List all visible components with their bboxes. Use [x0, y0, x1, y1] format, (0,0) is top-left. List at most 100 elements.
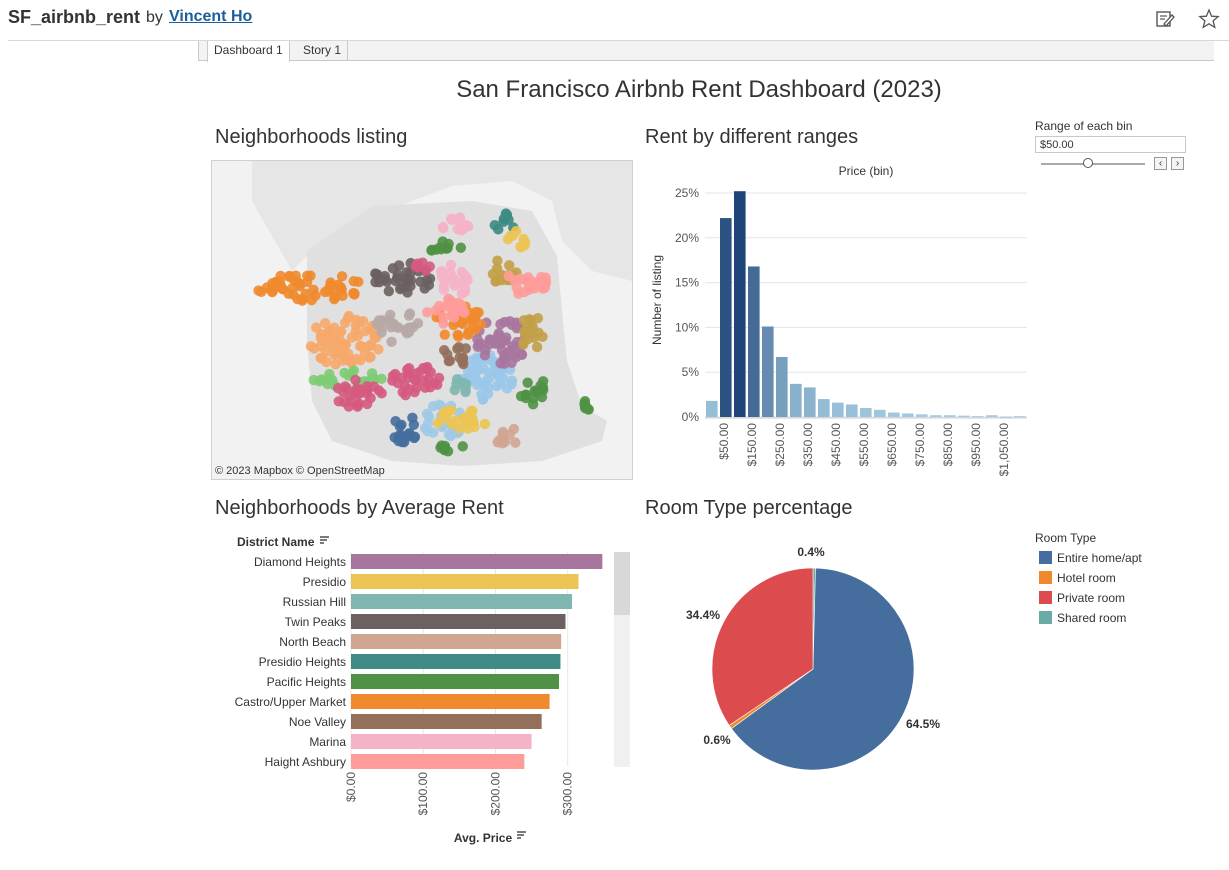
- histogram-bar[interactable]: [846, 404, 858, 417]
- listing-point: [346, 332, 358, 343]
- bin-range-slider-handle[interactable]: [1083, 158, 1093, 168]
- listing-point: [402, 364, 413, 375]
- sort-icon-avg-price[interactable]: [517, 831, 526, 839]
- listing-point: [479, 418, 491, 430]
- histogram-bar[interactable]: [790, 383, 802, 417]
- listing-point: [445, 405, 457, 416]
- listing-point: [350, 374, 361, 386]
- histogram-bar[interactable]: [748, 266, 760, 417]
- district-bar[interactable]: [351, 654, 561, 669]
- district-bar[interactable]: [351, 634, 562, 649]
- listing-point: [253, 285, 264, 296]
- chevron-left-icon[interactable]: ‹: [1154, 157, 1167, 170]
- listing-point: [510, 437, 521, 448]
- pie-slice[interactable]: [731, 567, 915, 771]
- listing-point: [499, 358, 510, 369]
- star-icon[interactable]: [1198, 8, 1220, 30]
- histogram-bar[interactable]: [958, 415, 970, 417]
- pie-slice[interactable]: [711, 567, 814, 726]
- header-divider: [8, 40, 1229, 41]
- x-tick-label: $300.00: [561, 772, 575, 816]
- listing-point: [403, 310, 415, 321]
- district-label: Noe Valley: [289, 715, 346, 729]
- sort-icon[interactable]: [320, 536, 329, 544]
- district-bar[interactable]: [351, 554, 603, 569]
- listing-point: [439, 329, 450, 340]
- listing-point: [456, 300, 468, 312]
- room-type-pie[interactable]: 64.5% 0.6% 34.4% 0.4%: [645, 530, 1025, 790]
- bin-range-slider-track[interactable]: [1041, 163, 1145, 165]
- listing-point: [421, 307, 433, 318]
- edit-icon[interactable]: [1154, 8, 1176, 30]
- histogram-bar[interactable]: [832, 402, 844, 417]
- bin-range-label: Range of each bin: [1035, 119, 1133, 133]
- legend-swatch: [1039, 571, 1052, 584]
- histogram-bar[interactable]: [916, 414, 928, 417]
- listing-point: [471, 352, 483, 363]
- district-bar[interactable]: [351, 734, 532, 749]
- listing-point: [445, 267, 456, 279]
- bin-range-input[interactable]: [1035, 136, 1186, 153]
- pie-data-label: 34.4%: [686, 608, 720, 622]
- legend-title: Room Type: [1035, 531, 1097, 545]
- district-bar[interactable]: [351, 594, 572, 609]
- chevron-right-icon[interactable]: ›: [1171, 157, 1184, 170]
- histogram-bar[interactable]: [860, 408, 872, 417]
- district-bar[interactable]: [351, 754, 525, 769]
- histogram-bar[interactable]: [1014, 416, 1026, 418]
- district-bar[interactable]: [351, 574, 579, 589]
- listing-point: [504, 260, 515, 271]
- listing-point: [470, 374, 482, 385]
- x-tick-label: $550.00: [857, 423, 871, 467]
- histogram-bar[interactable]: [944, 415, 956, 417]
- legend-item-private-room[interactable]: Private room: [1035, 591, 1195, 611]
- histogram-bar[interactable]: [804, 387, 816, 417]
- histogram-bar[interactable]: [818, 399, 830, 417]
- histogram-bar[interactable]: [734, 191, 746, 417]
- legend-item-hotel-room[interactable]: Hotel room: [1035, 571, 1195, 591]
- histogram-bar[interactable]: [706, 400, 718, 417]
- histogram-bar[interactable]: [902, 413, 914, 417]
- histogram-bar[interactable]: [720, 218, 732, 417]
- listing-point: [373, 344, 384, 355]
- listing-point: [385, 318, 397, 329]
- pie-data-label: 0.6%: [703, 733, 731, 747]
- histogram-bar[interactable]: [776, 356, 788, 417]
- histogram-bar[interactable]: [874, 409, 886, 417]
- x-tick-label: $350.00: [801, 423, 815, 467]
- listing-point: [385, 309, 396, 320]
- legend-item-shared-room[interactable]: Shared room: [1035, 611, 1195, 631]
- avg-rent-bar-chart[interactable]: District Name Diamond Heights Presidio Rus…: [211, 530, 631, 850]
- histogram-bar[interactable]: [930, 415, 942, 417]
- listing-point: [514, 273, 526, 285]
- author-link[interactable]: Vincent Ho: [169, 8, 253, 25]
- listing-point: [448, 302, 459, 313]
- listing-point: [444, 355, 455, 367]
- histogram-bar[interactable]: [888, 412, 900, 417]
- histogram-bar[interactable]: [762, 326, 774, 417]
- listing-point: [501, 332, 512, 343]
- histogram-bar[interactable]: [986, 415, 998, 417]
- listing-point: [418, 375, 429, 386]
- listing-point: [339, 381, 351, 392]
- price-histogram[interactable]: Price (bin) Number of listing 0% 5% 10% 15%…: [645, 155, 1030, 480]
- histogram-bar[interactable]: [1000, 416, 1012, 418]
- neighborhood-map[interactable]: © 2023 Mapbox © OpenStreetMap: [211, 160, 633, 480]
- tab-story-1[interactable]: Story 1: [297, 41, 349, 61]
- legend-item-entire-home[interactable]: Entire home/apt: [1035, 551, 1195, 571]
- district-bar[interactable]: [351, 714, 542, 729]
- district-bar[interactable]: [351, 674, 559, 689]
- district-bar[interactable]: [351, 694, 550, 709]
- district-bar[interactable]: [351, 614, 566, 629]
- histogram-bar[interactable]: [972, 416, 984, 418]
- listing-point: [518, 233, 529, 245]
- listing-point: [314, 376, 325, 387]
- listing-point: [477, 394, 489, 405]
- listing-point: [335, 326, 347, 337]
- y-tick-label: 0%: [682, 410, 700, 424]
- listing-point: [463, 327, 474, 338]
- tab-dashboard-1[interactable]: Dashboard 1: [207, 41, 290, 62]
- listing-point: [439, 345, 450, 356]
- listing-point: [339, 367, 350, 379]
- listing-point: [494, 434, 505, 446]
